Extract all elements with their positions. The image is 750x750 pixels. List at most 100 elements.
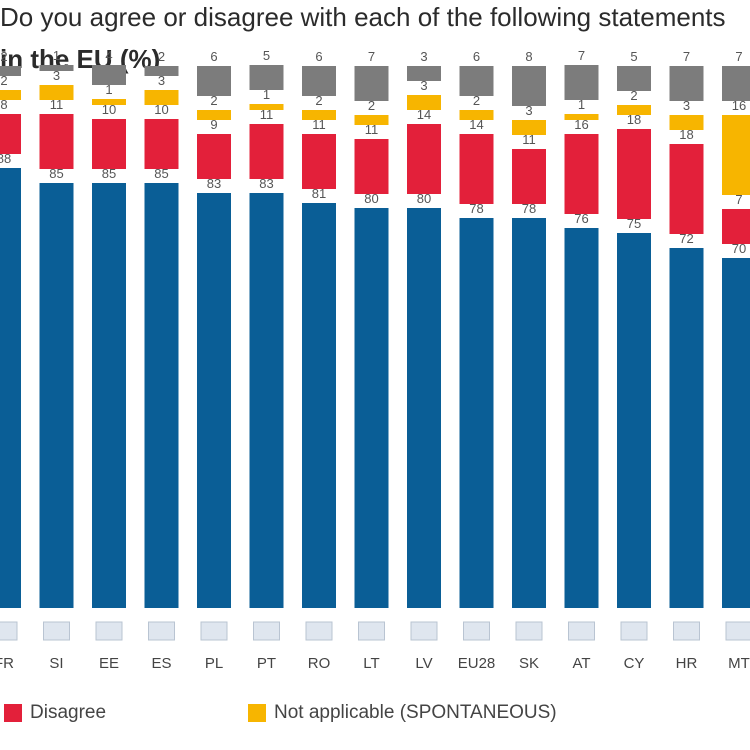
bar-lv-s1 <box>407 124 441 194</box>
bar-es-s3 <box>144 66 179 76</box>
data-label-sk-s3: 8 <box>525 49 532 64</box>
bar-si-s1 <box>39 114 74 169</box>
bar-es-s0 <box>144 183 179 608</box>
bar-sk-s3 <box>512 66 546 106</box>
bar-lt-s3 <box>354 66 389 101</box>
category-label-si: SI <box>49 655 63 672</box>
category-label-pt: PT <box>257 655 276 672</box>
data-label-lv-s2: 3 <box>420 78 427 93</box>
data-label-ro-s0: 81 <box>312 186 326 201</box>
flag-sk-icon <box>515 621 543 641</box>
data-label-mt-s2: 16 <box>732 98 746 113</box>
flag-ee-icon <box>95 621 123 641</box>
flag-cy-icon <box>620 621 648 641</box>
bar-pt-s1 <box>249 124 284 179</box>
bar-sk-s2 <box>512 120 546 135</box>
data-label-ro-s2: 2 <box>315 93 322 108</box>
data-label-si-s2: 3 <box>53 68 60 83</box>
category-label-cy: CY <box>624 655 645 672</box>
bar-fr-s3 <box>0 66 21 76</box>
bar-si-s0 <box>39 183 74 608</box>
bar-lv-s0 <box>407 208 441 608</box>
flag-mt-icon <box>725 621 750 641</box>
data-label-ee-s2: 1 <box>105 82 112 97</box>
bar-ro-s1 <box>302 134 336 189</box>
chart-title: Do you agree or disagree with each of th… <box>0 2 726 32</box>
bar-ee-s1 <box>92 119 126 169</box>
bar-pt-s2 <box>249 104 284 110</box>
data-label-es-s3: 2 <box>158 49 165 64</box>
bar-eu28-s3 <box>459 66 494 96</box>
category-label-pl: PL <box>205 655 223 672</box>
data-label-ro-s3: 6 <box>315 49 322 64</box>
flag-pl-icon <box>200 621 228 641</box>
data-label-eu28-s2: 2 <box>473 93 480 108</box>
data-label-pt-s1: 11 <box>260 107 274 122</box>
data-label-lt-s1: 11 <box>365 122 379 137</box>
data-label-pt-s3: 5 <box>263 48 270 63</box>
bar-ee-s2 <box>92 99 126 105</box>
data-label-fr-s1: 8 <box>0 97 7 112</box>
legend-label-disagree: Disagree <box>30 702 107 723</box>
bar-lv-s3 <box>407 66 441 81</box>
bar-hr-s3 <box>669 66 704 101</box>
bar-pl-s3 <box>197 66 231 96</box>
legend-swatch-not-applicable <box>248 704 266 722</box>
bar-cy-s2 <box>617 105 651 115</box>
chart-subtitle: in the EU (%) <box>0 44 161 74</box>
bar-lt-s1 <box>354 139 389 194</box>
flag-hr-icon <box>673 621 700 641</box>
category-label-sk: SK <box>519 655 539 672</box>
bar-fr-s2 <box>0 90 21 100</box>
bar-cy-s1 <box>617 129 651 219</box>
data-label-si-s0: 85 <box>49 166 63 181</box>
legend-item-not-applicable: Not applicable (SPONTANEOUS) <box>248 702 557 724</box>
flag-lt-icon <box>358 621 385 641</box>
data-label-es-s0: 85 <box>154 166 168 181</box>
bar-mt-s3 <box>722 66 750 101</box>
flag-eu28-icon <box>463 621 490 641</box>
data-label-at-s1: 16 <box>574 117 588 132</box>
data-label-cy-s3: 5 <box>630 49 637 64</box>
flag-es-icon <box>148 621 175 641</box>
flag-si-icon <box>43 621 70 641</box>
data-label-cy-s2: 2 <box>630 88 637 103</box>
bar-ro-s0 <box>302 203 336 608</box>
data-label-pl-s0: 83 <box>207 176 221 191</box>
category-label-at: AT <box>572 655 590 672</box>
category-label-es: ES <box>151 655 171 672</box>
flag-at-icon <box>568 621 595 641</box>
data-label-ee-s0: 85 <box>102 166 116 181</box>
data-label-eu28-s1: 14 <box>469 117 483 132</box>
bar-at-s1 <box>564 134 599 214</box>
data-label-fr-s0: 88 <box>0 151 11 166</box>
bar-hr-s1 <box>669 144 704 234</box>
bar-cy-s0 <box>617 233 651 608</box>
bar-at-s0 <box>564 228 599 608</box>
data-label-fr-s2: 2 <box>0 73 7 88</box>
data-label-ro-s1: 11 <box>312 117 326 132</box>
data-label-hr-s3: 7 <box>683 49 690 64</box>
bar-eu28-s0 <box>459 218 494 608</box>
bar-hr-s0 <box>669 248 704 608</box>
bar-mt-s1 <box>722 209 750 244</box>
bar-mt-s0 <box>722 258 750 608</box>
data-label-pt-s0: 83 <box>259 176 273 191</box>
stacked-bar-chart: 88822FR851131SI851014EE851032ES83926PL83… <box>0 48 750 672</box>
data-label-hr-s2: 3 <box>683 98 690 113</box>
bar-at-s2 <box>564 114 599 120</box>
data-label-sk-s0: 78 <box>522 201 536 216</box>
bar-lt-s2 <box>354 115 389 125</box>
bar-si-s2 <box>39 85 74 100</box>
category-label-mt: MT <box>728 655 750 672</box>
data-label-mt-s0: 70 <box>732 241 746 256</box>
bar-si-s3 <box>39 65 74 71</box>
data-label-hr-s0: 72 <box>679 231 693 246</box>
data-label-pl-s3: 6 <box>210 49 217 64</box>
bar-fr-s1 <box>0 114 21 154</box>
data-label-eu28-s3: 6 <box>473 49 480 64</box>
bar-pl-s1 <box>197 134 231 179</box>
data-label-lv-s3: 3 <box>420 49 427 64</box>
data-label-lt-s2: 2 <box>368 98 375 113</box>
category-label-fr: FR <box>0 655 14 672</box>
